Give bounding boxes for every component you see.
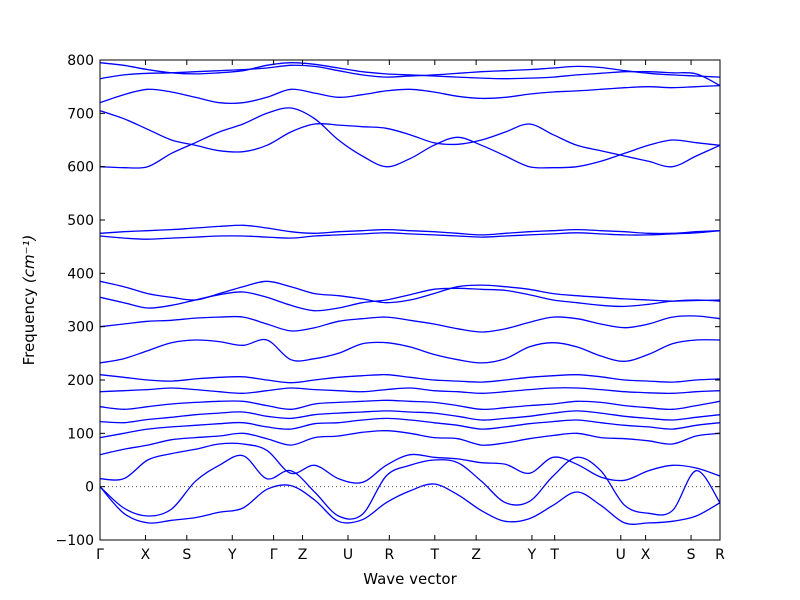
x-tick-label: X xyxy=(141,547,151,563)
y-tick-label: 500 xyxy=(67,213,94,229)
band-line xyxy=(100,442,720,484)
band-line xyxy=(100,338,720,364)
band-line xyxy=(100,224,720,236)
band-line xyxy=(100,410,720,424)
y-tick-label: 100 xyxy=(67,426,94,442)
band-line xyxy=(100,62,720,87)
x-tick-label: U xyxy=(616,547,626,563)
x-tick-label: T xyxy=(549,547,559,563)
y-tick-label: 0 xyxy=(85,480,94,496)
y-tick-label: 400 xyxy=(67,266,94,282)
x-tick-label: U xyxy=(343,547,353,563)
band-line xyxy=(100,483,720,525)
x-tick-label: Y xyxy=(527,547,537,563)
band-line xyxy=(100,417,720,439)
band-line xyxy=(100,64,720,80)
y-axis-title: Frequency (cm⁻¹) xyxy=(20,235,38,366)
x-tick-label: S xyxy=(687,547,696,563)
band-line xyxy=(100,110,720,168)
band-line xyxy=(100,387,720,394)
band-line xyxy=(100,84,720,105)
x-axis-title: Wave vector xyxy=(363,570,457,588)
band-line xyxy=(100,230,720,240)
band-line xyxy=(100,315,720,333)
x-tick-label: R xyxy=(715,547,725,563)
x-tick-label: S xyxy=(182,547,191,563)
band-line xyxy=(100,107,720,169)
y-tick-label: 200 xyxy=(67,373,94,389)
plot-frame xyxy=(99,59,721,541)
y-tick-label: 800 xyxy=(67,53,94,69)
x-tick-label: Z xyxy=(471,547,481,563)
band-line xyxy=(100,373,720,384)
x-tick-label: R xyxy=(384,547,394,563)
x-tick-label: Γ xyxy=(270,547,278,563)
y-axis: −100 0 100 200 300 400 500 600 700 800 xyxy=(56,53,720,549)
x-tick-label: T xyxy=(430,547,440,563)
x-tick-label: Y xyxy=(227,547,237,563)
band-line xyxy=(100,399,720,411)
series-layer xyxy=(100,62,720,525)
x-tick-label: X xyxy=(641,547,651,563)
y-axis-title-unit: (cm⁻¹) xyxy=(20,235,38,284)
x-tick-label: Z xyxy=(298,547,308,563)
y-tick-label: 300 xyxy=(67,320,94,336)
y-tick-label: 700 xyxy=(67,106,94,122)
x-tick-label: Γ xyxy=(96,547,104,563)
band-line xyxy=(100,430,720,456)
band-line xyxy=(100,454,720,520)
y-tick-label: 600 xyxy=(67,160,94,176)
band-line xyxy=(100,280,720,304)
y-axis-title-text: Frequency xyxy=(20,283,38,365)
y-tick-label: −100 xyxy=(56,533,94,549)
